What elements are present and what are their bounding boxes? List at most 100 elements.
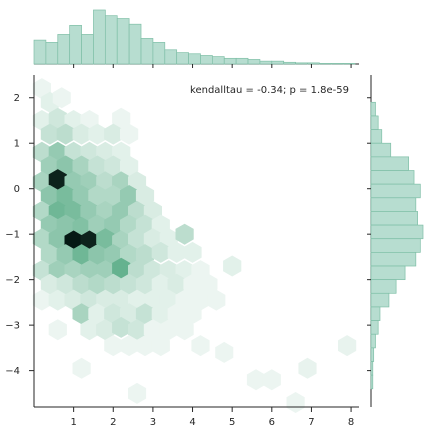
axes: 1 2 3 4 5 6 7 8 2 1 0 −1 −2 −3 −4 [5,75,359,428]
hexbin-cell-132 [215,341,234,363]
hexbin-cell-89 [56,273,75,295]
x-tick-label-5: 6 [269,417,275,428]
hexbin-cell-81 [112,257,131,279]
hexbin-cell-126 [175,319,194,341]
hexbin-cell-91 [88,273,107,295]
hexbin-cell-115 [135,303,155,325]
y-hist-bar-6 [370,156,410,171]
hexbin-cell-112 [88,303,107,325]
hexbin-cell-124 [143,319,162,341]
x-hist-bar-25 [330,63,344,65]
hexbin-cell-95 [151,273,170,295]
hexbin-cell-67 [56,244,75,266]
hexbin-cell-120 [80,319,99,341]
x-hist-bar-8 [128,23,142,65]
hexbin-cell-72 [135,244,155,266]
x-hist-bar-14 [200,55,213,65]
x-hist-bar-21 [283,61,296,65]
hexbin-cell-36 [88,185,107,206]
marginal-x-histogram [33,9,359,68]
x-hist-bar-22 [295,62,308,65]
hexbin-cell-7 [112,107,131,129]
y-hist-bar-17 [370,306,381,321]
hexbin-cell-97 [183,273,202,295]
hexbin-cell-88 [40,273,59,295]
x-hist-bar-5 [93,9,106,65]
hexbin-cell-129 [135,335,155,357]
hexbin-cell-139 [286,392,305,413]
kendalltau-annotation: kendalltau = -0.34; p = 1.8e-59 [190,85,349,96]
hexbin-cell-92 [104,273,123,295]
hexbin-cell-93 [120,273,139,295]
y-hist-bar-2 [370,101,376,117]
hexbin-cell-133 [338,335,357,357]
hexbin-cell-122 [112,316,131,338]
hexbin-cell-75 [183,241,202,263]
hexbin-cell-130 [151,335,170,357]
hexbin-cell-131 [191,335,210,357]
y-hist-bar-14 [370,265,406,281]
hexbin-cell-136 [246,369,265,391]
hexbin-cell-9 [56,123,75,145]
hexbin-cell-25 [120,155,139,177]
x-hist-bar-11 [164,49,178,65]
hexbin-cell-87 [223,255,242,277]
x-tick-label-6: 7 [308,417,314,428]
hexbin-cell-123 [128,319,147,341]
x-hist-bar-3 [69,24,82,65]
x-hist-bar-2 [57,34,71,65]
hexbin-cell-96 [167,273,186,295]
hexbin-cell-34 [56,185,75,206]
hexbin-cell-62 [128,228,147,250]
hexbin-cell-98 [199,273,218,295]
x-tick-label-7: 8 [348,417,354,428]
hexbin-cell-110 [207,289,226,311]
hexbin-cell-2 [52,87,71,109]
x-hist-bar-26 [342,63,356,65]
x-hist-bar-18 [247,59,261,65]
y-hist-bar-18 [370,320,379,335]
x-hist-bar-6 [104,15,118,65]
hexbin-cell-100 [48,289,67,311]
hexbin-cell-10 [72,123,91,145]
hexbin-cell-22 [72,155,91,177]
hexbin-cell-90 [72,273,91,295]
hexbin-cell-119 [48,319,67,341]
x-hist-bar-13 [188,53,201,65]
hexbin-cell-127 [104,335,123,357]
hexbin-cell-57 [48,228,67,250]
hexbin-cell-33 [40,185,59,206]
x-hist-bar-17 [235,57,249,65]
y-tick-label-5: −3 [5,321,20,332]
marginal-y-histogram [367,75,424,407]
x-tick-label-2: 3 [150,417,156,428]
y-hist-bar-5 [370,142,392,158]
hexbin-cell-125 [159,319,178,341]
x-hist-bar-1 [45,42,59,65]
hexbin-cell-12 [104,123,123,145]
y-tick-label-0: 2 [14,93,20,104]
x-hist-bar-15 [212,56,225,65]
hexbin-cell-37 [104,185,123,206]
hexbin-cell-60 [96,228,115,250]
hexbin-cell-137 [262,369,281,391]
hexbin-cell-99 [32,289,51,311]
y-hist-bar-4 [370,129,383,144]
y-tick-label-1: 1 [14,139,20,150]
x-hist-bar-24 [319,63,332,65]
hexbin-cell-24 [104,155,123,177]
y-tick-label-6: −4 [5,366,20,377]
hexbin-cell-65 [175,223,194,245]
x-hist-bar-10 [152,42,166,65]
hexbin-cell-4 [48,107,67,129]
hexbin-cell-38 [120,185,139,206]
x-hist-bar-23 [307,62,320,65]
y-hist-bar-21 [370,361,374,376]
y-hist-bar-13 [370,252,417,267]
y-hist-bar-15 [370,279,397,294]
y-hist-bar-19 [370,333,376,349]
hexbin-cell-111 [72,303,91,325]
x-tick-label-3: 4 [189,417,195,428]
y-hist-bar-12 [370,238,421,253]
